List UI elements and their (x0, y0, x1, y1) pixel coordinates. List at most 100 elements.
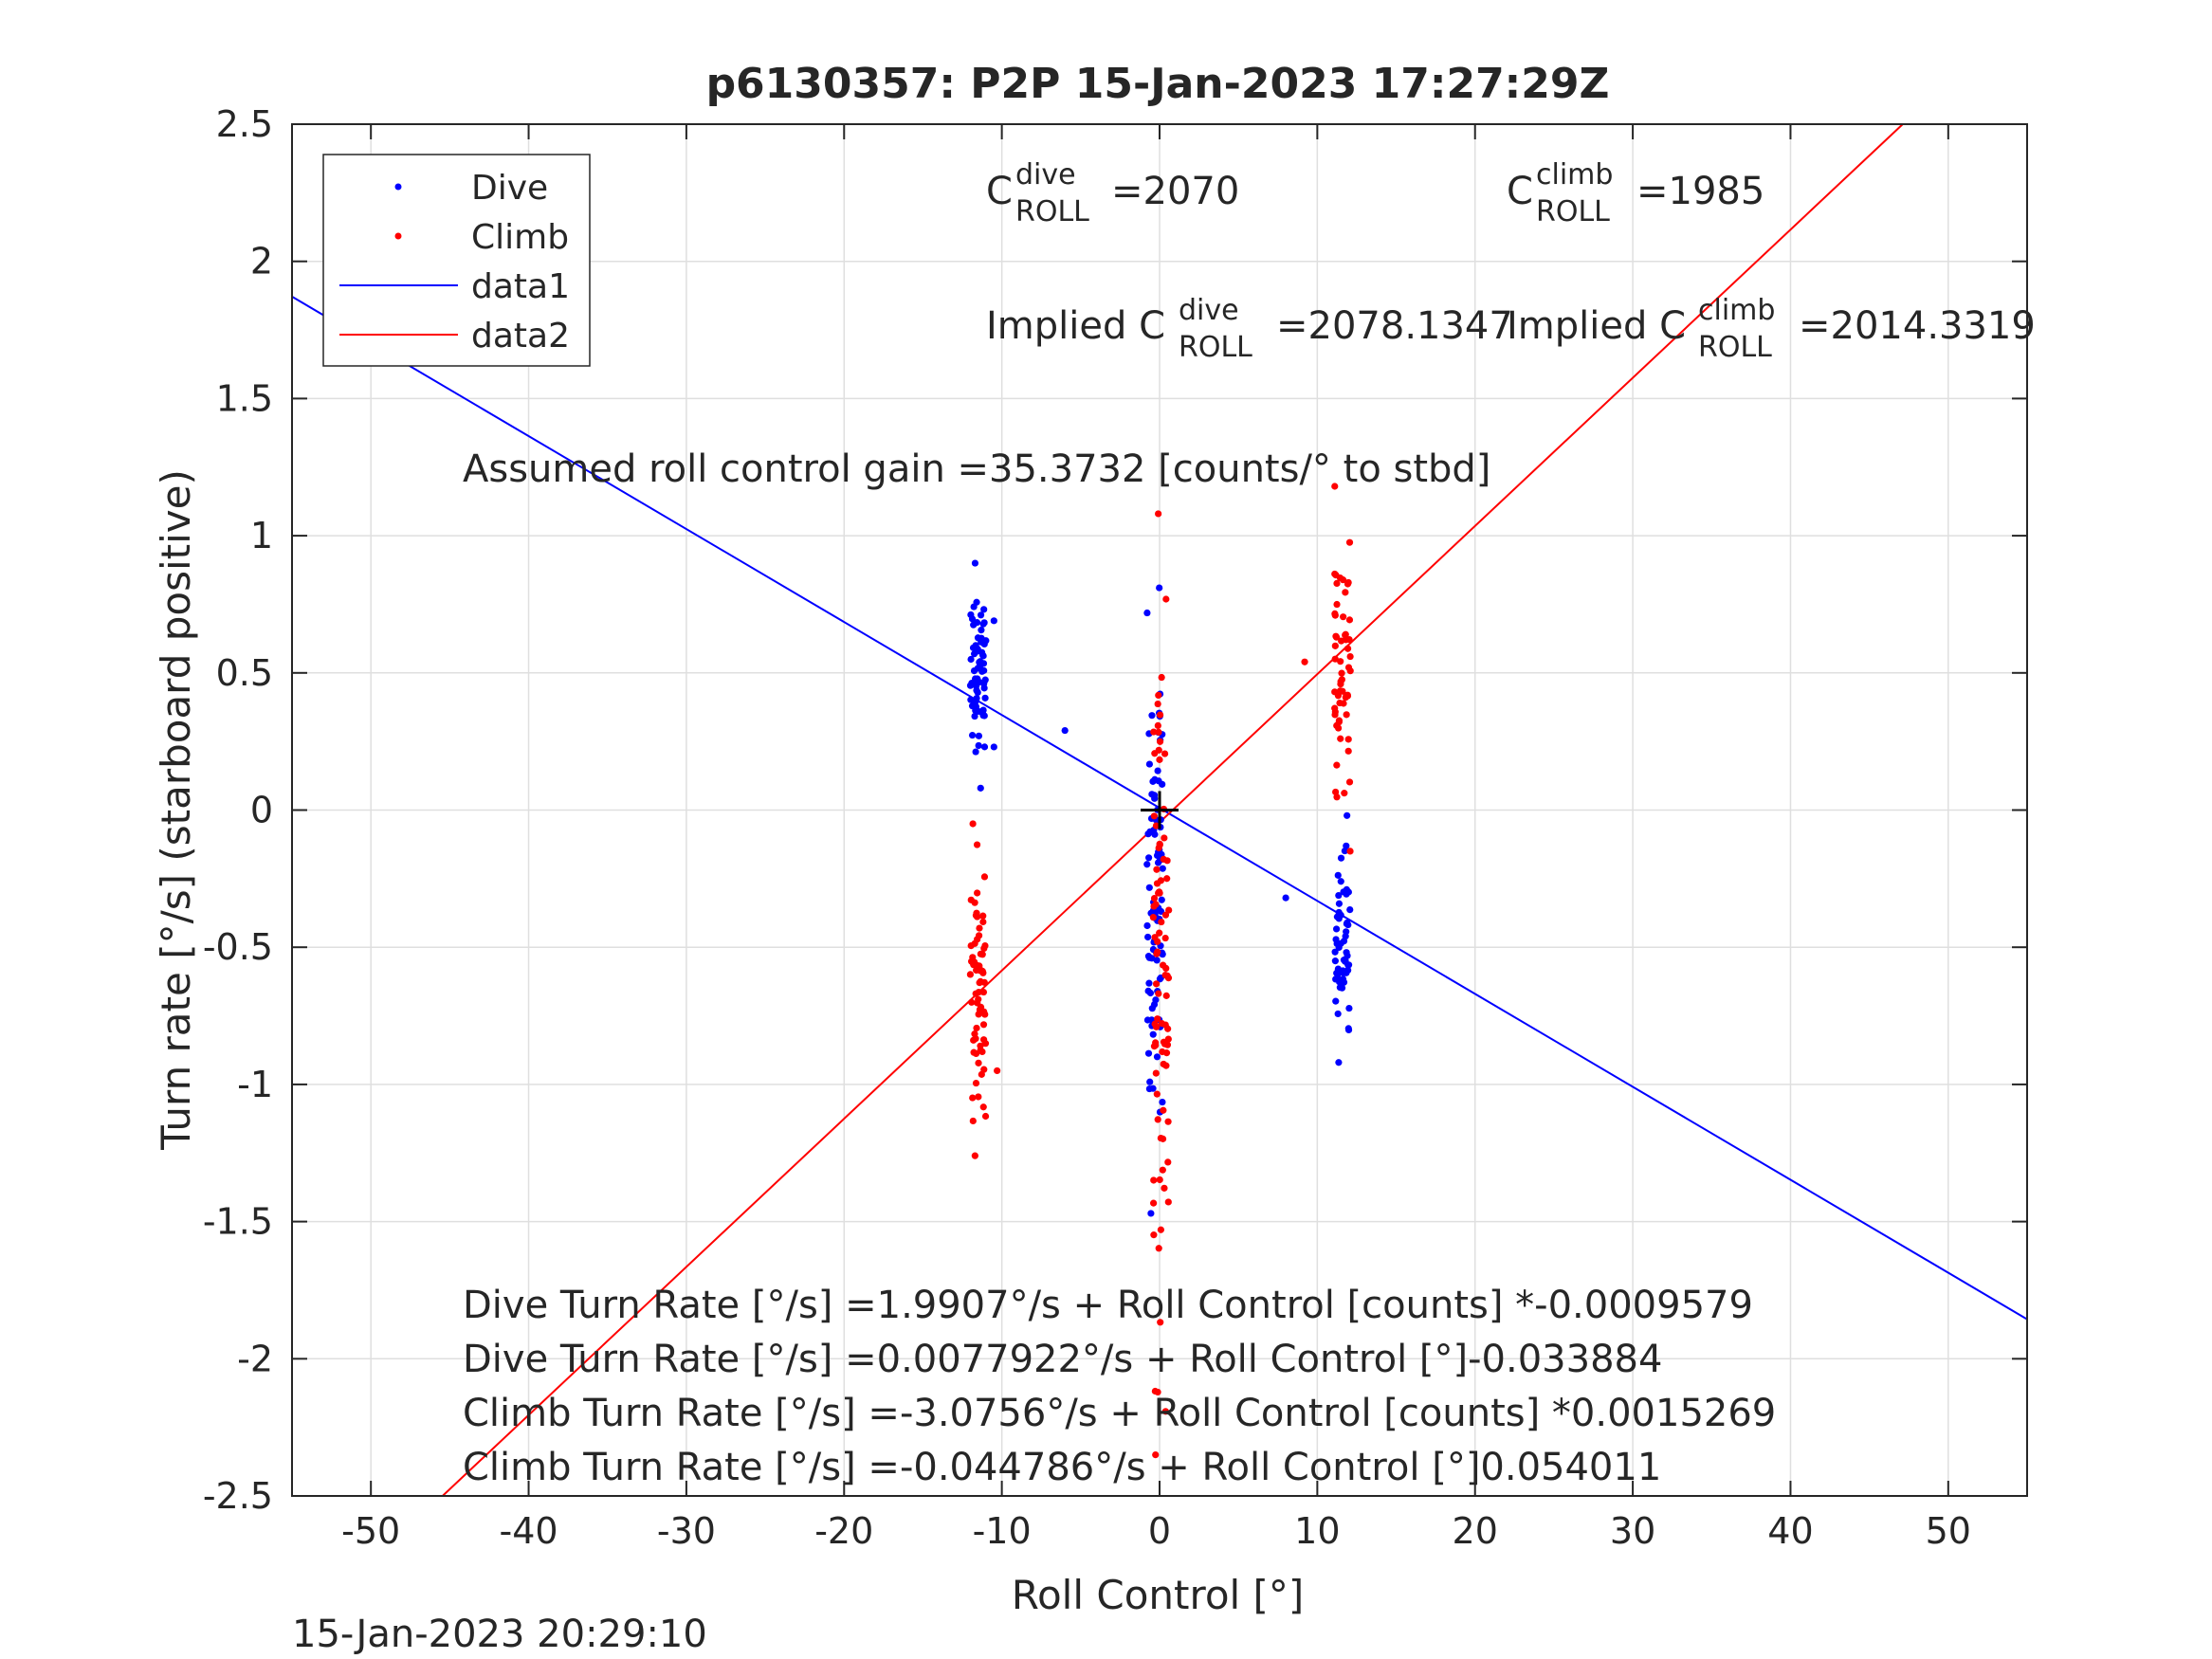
dive-point (1145, 760, 1154, 768)
y-tick-label: -1 (237, 1064, 273, 1105)
dive-point (970, 603, 978, 611)
dive-point (972, 706, 979, 715)
x-tick-label: -50 (341, 1510, 400, 1552)
climb-point (1154, 721, 1161, 730)
climb-point (1161, 1040, 1169, 1048)
center-marker (1141, 791, 1179, 830)
climb-point (1342, 694, 1349, 702)
dive-point (980, 680, 988, 687)
dive-point (970, 667, 978, 675)
climb-point (1163, 857, 1171, 865)
climb-point (1156, 756, 1163, 763)
climb-point (1344, 736, 1352, 743)
dive-point (1146, 989, 1155, 997)
climb-point (1161, 750, 1169, 757)
climb-point (971, 1152, 978, 1159)
x-tick-label: -10 (973, 1510, 1032, 1552)
dive-point (1332, 997, 1340, 1005)
dive-point (1148, 1005, 1156, 1012)
climb-point (1162, 1062, 1170, 1069)
dive-point (967, 696, 975, 703)
climb-point (979, 912, 987, 920)
c-roll-dive-base: C (986, 170, 1013, 213)
climb-point (1346, 848, 1354, 855)
climb-point (1340, 613, 1347, 621)
climb-point (1156, 840, 1163, 848)
dive-point (1061, 726, 1069, 735)
dive-point (1337, 854, 1345, 862)
climb-point (980, 873, 989, 881)
footer-timestamp: 15-Jan-2023 20:29:10 (292, 1613, 707, 1656)
climb-point (1164, 1158, 1172, 1166)
x-tick-label: 10 (1294, 1510, 1340, 1552)
dive-point (1153, 1053, 1161, 1061)
dive-point (977, 611, 985, 619)
climb-point (1154, 1015, 1161, 1023)
dive-point (1148, 955, 1156, 962)
climb-point (1345, 538, 1354, 546)
climb-point (1162, 595, 1170, 603)
dive-point (1335, 891, 1343, 900)
climb-point (1164, 1035, 1172, 1043)
climb-point (1163, 875, 1171, 883)
dive-point (970, 621, 978, 629)
dive-point (1143, 921, 1151, 930)
dive-point (1144, 1049, 1153, 1057)
climb-point (1339, 576, 1347, 584)
climb-point (1157, 1319, 1164, 1326)
climb-point (973, 1024, 980, 1032)
dive-point (990, 743, 997, 751)
gain-annotation: Assumed roll control gain =35.3732 [coun… (463, 447, 1490, 491)
dive-point (1343, 928, 1350, 936)
y-tick-label: -2.5 (203, 1475, 273, 1517)
climb-point (971, 899, 978, 906)
dive-point (1144, 830, 1152, 838)
dive-point (970, 650, 978, 658)
climb-point (1153, 880, 1161, 887)
dive-point (1344, 888, 1352, 896)
x-tick-label: -40 (500, 1510, 558, 1552)
climb-point (1158, 673, 1165, 682)
dive-point (978, 667, 986, 675)
x-axis-label: Roll Control [°] (1012, 1572, 1305, 1618)
dive-point (1145, 979, 1153, 987)
climb-point (1153, 866, 1161, 873)
c-roll-climb-base: C (1507, 170, 1533, 213)
x-tick-label: 30 (1610, 1510, 1655, 1552)
climb-point (1150, 894, 1159, 902)
climb-point (979, 1103, 987, 1111)
x-tick-label: -20 (814, 1510, 873, 1552)
dive-point (1331, 948, 1339, 956)
climb-point (1343, 711, 1350, 719)
x-tick-label: 40 (1767, 1510, 1813, 1552)
fit-line-dive-counts: Dive Turn Rate [°/s] =1.9907°/s + Roll C… (463, 1284, 1753, 1327)
dive-point (1158, 896, 1165, 903)
dive-point (1156, 584, 1163, 592)
climb-point (1155, 728, 1162, 736)
climb-point (971, 1030, 978, 1038)
dive-point (981, 694, 989, 702)
dive-point (966, 682, 975, 689)
climb-point (1331, 611, 1339, 619)
climb-point (1164, 1118, 1172, 1125)
climb-point (969, 820, 977, 828)
climb-point (1150, 812, 1158, 820)
climb-point (1161, 934, 1169, 942)
c-roll-dive-sub: ROLL (1015, 195, 1089, 228)
dive-point (1151, 775, 1159, 783)
legend-climb-marker (394, 232, 402, 240)
x-tick-label: 0 (1148, 1510, 1171, 1552)
climb-point (1156, 738, 1164, 745)
climb-point (1332, 633, 1341, 641)
dive-point (1147, 1210, 1155, 1217)
climb-point (976, 979, 983, 987)
climb-point (978, 951, 986, 958)
svg-text:C: C (986, 170, 1013, 213)
dive-point (977, 784, 984, 792)
climb-point (979, 1021, 988, 1029)
dive-point (1340, 938, 1348, 945)
climb-point (975, 988, 982, 996)
climb-point (1153, 1023, 1161, 1030)
y-tick-label: 0.5 (216, 652, 273, 694)
climb-point (1155, 510, 1162, 518)
